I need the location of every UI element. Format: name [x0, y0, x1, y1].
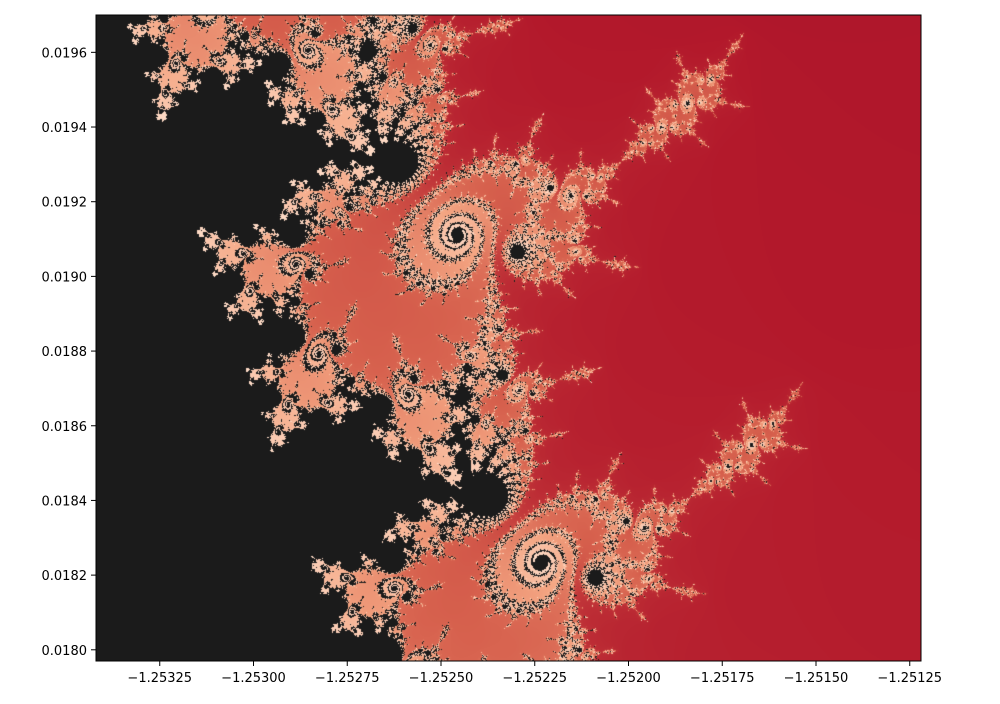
- fractal-heatmap: [96, 15, 921, 661]
- y-axis: 0.0180 0.0182 0.0184 0.0186 0.0188 0.0190 0.01…: [42, 46, 96, 659]
- x-tick-label: −1.25275: [315, 671, 380, 686]
- x-tick-label: −1.25250: [409, 671, 474, 686]
- x-tick-label: −1.25325: [127, 671, 192, 686]
- y-tick-label: 0.0192: [42, 196, 88, 211]
- y-tick-label: 0.0182: [42, 569, 88, 584]
- y-tick-label: 0.0184: [42, 494, 88, 509]
- y-tick-label: 0.0186: [42, 420, 88, 435]
- x-axis: −1.25325 −1.25300 −1.25275 −1.25250 −1.25225…: [127, 661, 942, 686]
- x-tick-label: −1.25300: [221, 671, 286, 686]
- x-tick-label: −1.25175: [690, 671, 755, 686]
- y-tick-label: 0.0180: [42, 644, 88, 659]
- y-tick-label: 0.0190: [42, 270, 88, 285]
- y-tick-label: 0.0194: [42, 121, 88, 136]
- x-tick-label: −1.25150: [784, 671, 849, 686]
- x-tick-label: −1.25225: [502, 671, 567, 686]
- plot-frame: [95, 14, 922, 662]
- x-tick-label: −1.25200: [596, 671, 661, 686]
- y-tick-label: 0.0188: [42, 345, 88, 360]
- y-tick-label: 0.0196: [42, 46, 88, 61]
- x-tick-label: −1.25125: [877, 671, 942, 686]
